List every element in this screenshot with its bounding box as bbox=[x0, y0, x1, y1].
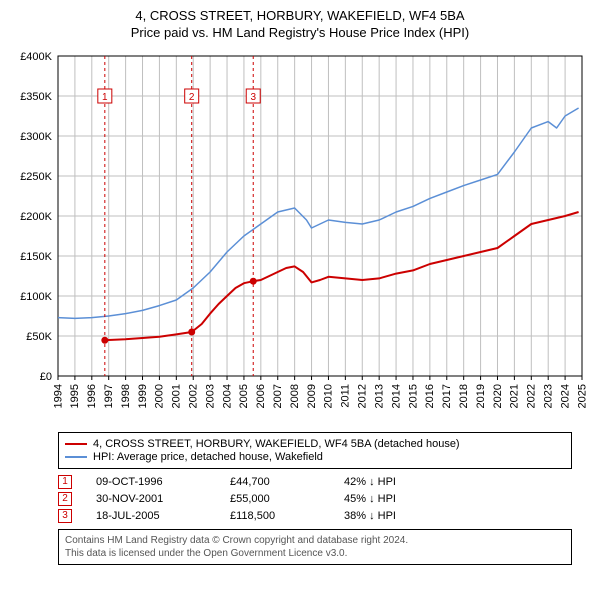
svg-text:2021: 2021 bbox=[509, 384, 521, 408]
sale-delta: 42% ↓ HPI bbox=[344, 476, 434, 488]
svg-text:£300K: £300K bbox=[20, 131, 52, 143]
svg-text:2004: 2004 bbox=[221, 384, 233, 408]
title-line1: 4, CROSS STREET, HORBURY, WAKEFIELD, WF4… bbox=[8, 8, 592, 23]
sale-delta: 38% ↓ HPI bbox=[344, 510, 434, 522]
legend-label: 4, CROSS STREET, HORBURY, WAKEFIELD, WF4… bbox=[93, 438, 460, 450]
svg-text:2012: 2012 bbox=[357, 384, 369, 408]
legend-swatch bbox=[65, 443, 87, 445]
svg-text:2025: 2025 bbox=[576, 384, 588, 408]
svg-text:2: 2 bbox=[189, 92, 195, 103]
svg-text:£50K: £50K bbox=[26, 331, 52, 343]
sale-price: £44,700 bbox=[230, 476, 320, 488]
svg-text:1: 1 bbox=[102, 92, 108, 103]
svg-text:1996: 1996 bbox=[86, 384, 98, 408]
sale-marker-icon: 3 bbox=[58, 509, 72, 523]
svg-text:2020: 2020 bbox=[492, 384, 504, 408]
svg-text:2007: 2007 bbox=[272, 384, 284, 408]
sale-price: £118,500 bbox=[230, 510, 320, 522]
svg-text:2003: 2003 bbox=[204, 384, 216, 408]
svg-text:2000: 2000 bbox=[154, 384, 166, 408]
table-row: 3 18-JUL-2005 £118,500 38% ↓ HPI bbox=[58, 509, 572, 523]
svg-text:£400K: £400K bbox=[20, 51, 52, 63]
svg-text:1999: 1999 bbox=[137, 384, 149, 408]
sales-table: 1 09-OCT-1996 £44,700 42% ↓ HPI 2 30-NOV… bbox=[58, 475, 572, 523]
svg-text:2013: 2013 bbox=[373, 384, 385, 408]
legend-item: 4, CROSS STREET, HORBURY, WAKEFIELD, WF4… bbox=[65, 438, 565, 450]
legend-item: HPI: Average price, detached house, Wake… bbox=[65, 451, 565, 463]
table-row: 1 09-OCT-1996 £44,700 42% ↓ HPI bbox=[58, 475, 572, 489]
legend-swatch bbox=[65, 456, 87, 458]
footer-line: Contains HM Land Registry data © Crown c… bbox=[65, 534, 565, 547]
svg-text:2015: 2015 bbox=[407, 384, 419, 408]
svg-text:2001: 2001 bbox=[171, 384, 183, 408]
svg-text:3: 3 bbox=[250, 92, 256, 103]
legend-label: HPI: Average price, detached house, Wake… bbox=[93, 451, 323, 463]
svg-text:2017: 2017 bbox=[441, 384, 453, 408]
svg-text:£250K: £250K bbox=[20, 171, 52, 183]
svg-text:2022: 2022 bbox=[526, 384, 538, 408]
sale-marker-icon: 2 bbox=[58, 492, 72, 506]
sale-price: £55,000 bbox=[230, 493, 320, 505]
svg-text:£200K: £200K bbox=[20, 211, 52, 223]
table-row: 2 30-NOV-2001 £55,000 45% ↓ HPI bbox=[58, 492, 572, 506]
svg-text:2014: 2014 bbox=[390, 384, 402, 408]
svg-text:2010: 2010 bbox=[323, 384, 335, 408]
svg-text:2016: 2016 bbox=[424, 384, 436, 408]
svg-text:2023: 2023 bbox=[542, 384, 554, 408]
chart-title-block: 4, CROSS STREET, HORBURY, WAKEFIELD, WF4… bbox=[8, 8, 592, 40]
footer-line: This data is licensed under the Open Gov… bbox=[65, 547, 565, 560]
sale-delta: 45% ↓ HPI bbox=[344, 493, 434, 505]
svg-text:1995: 1995 bbox=[69, 384, 81, 408]
sale-date: 30-NOV-2001 bbox=[96, 493, 206, 505]
svg-text:2011: 2011 bbox=[340, 384, 352, 408]
sale-date: 09-OCT-1996 bbox=[96, 476, 206, 488]
svg-text:2006: 2006 bbox=[255, 384, 267, 408]
svg-text:£350K: £350K bbox=[20, 91, 52, 103]
svg-text:2019: 2019 bbox=[475, 384, 487, 408]
svg-text:1994: 1994 bbox=[52, 384, 64, 408]
sale-date: 18-JUL-2005 bbox=[96, 510, 206, 522]
svg-text:1997: 1997 bbox=[103, 384, 115, 408]
svg-text:2009: 2009 bbox=[306, 384, 318, 408]
svg-text:2024: 2024 bbox=[559, 384, 571, 408]
svg-text:2008: 2008 bbox=[289, 384, 301, 408]
svg-text:1998: 1998 bbox=[120, 384, 132, 408]
title-line2: Price paid vs. HM Land Registry's House … bbox=[8, 25, 592, 40]
svg-text:£150K: £150K bbox=[20, 251, 52, 263]
svg-text:2002: 2002 bbox=[188, 384, 200, 408]
line-chart: £0 £50K £100K £150K £200K £250K £300K £350K £400… bbox=[8, 46, 592, 426]
svg-text:£0: £0 bbox=[40, 371, 52, 383]
svg-text:2018: 2018 bbox=[458, 384, 470, 408]
chart-container: £0 £50K £100K £150K £200K £250K £300K £350K £400… bbox=[8, 46, 592, 426]
svg-text:£100K: £100K bbox=[20, 291, 52, 303]
sale-marker-icon: 1 bbox=[58, 475, 72, 489]
footer-attribution: Contains HM Land Registry data © Crown c… bbox=[58, 529, 572, 565]
svg-text:2005: 2005 bbox=[238, 384, 250, 408]
legend: 4, CROSS STREET, HORBURY, WAKEFIELD, WF4… bbox=[58, 432, 572, 469]
